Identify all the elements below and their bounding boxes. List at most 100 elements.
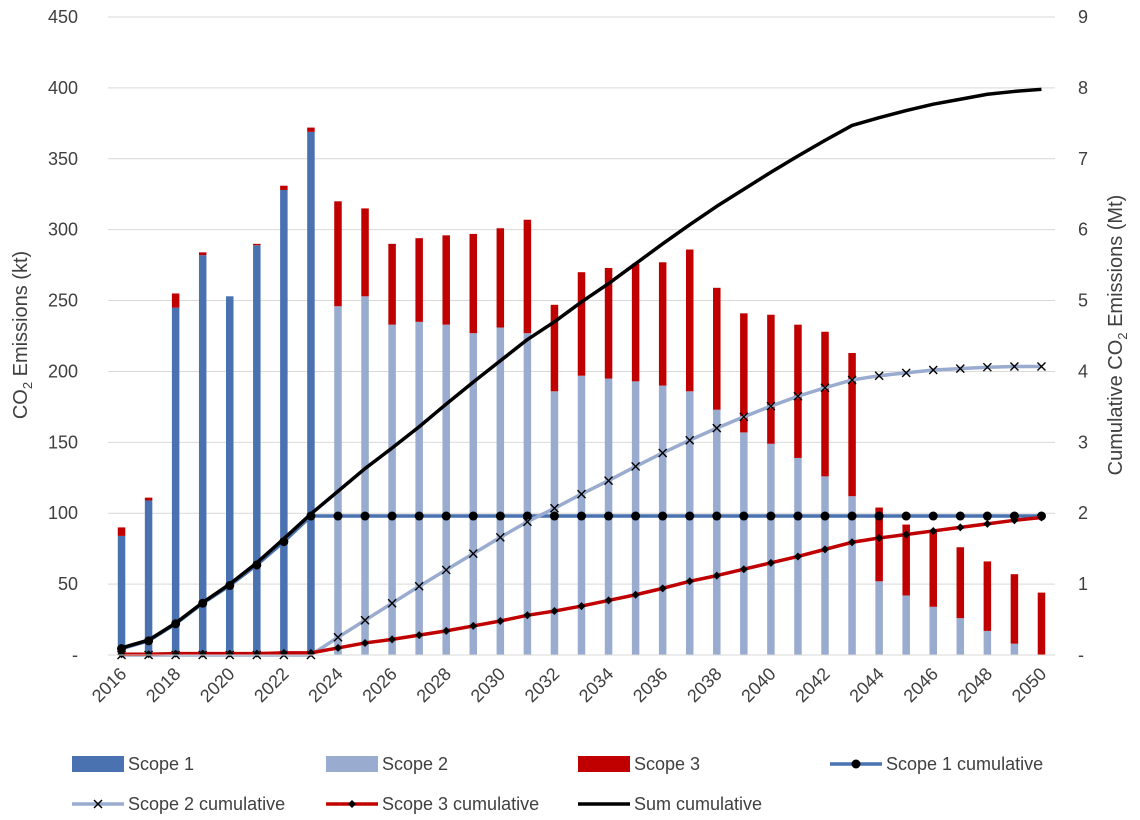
y-right-tick-label: 2 bbox=[1078, 503, 1088, 523]
bar-scope-3 bbox=[631, 263, 640, 382]
marker-scope-3-cumulative bbox=[1037, 513, 1046, 522]
marker-scope-3-cumulative bbox=[685, 577, 694, 586]
legend-label-scope-2-cumulative: Scope 2 cumulative bbox=[128, 794, 285, 814]
bar-scope-3 bbox=[496, 228, 505, 328]
right-axis-title: Cumulative CO2 Emissions (Mt) bbox=[1105, 195, 1130, 476]
marker-scope-2-cumulative bbox=[549, 503, 559, 513]
x-tick-label: 2024 bbox=[304, 664, 346, 706]
bar-scope-3 bbox=[821, 331, 829, 477]
bar-scope-1 bbox=[253, 245, 261, 656]
left-axis-title-prefix: CO bbox=[10, 389, 32, 419]
bar-scope-1 bbox=[144, 500, 153, 655]
bar-scope-3 bbox=[685, 249, 694, 392]
right-y-axis-ticks: - 1 2 3 4 5 6 7 8 9 bbox=[1078, 7, 1088, 665]
legend-label-scope-2: Scope 2 bbox=[382, 754, 448, 774]
marker-scope-1-cumulative bbox=[522, 511, 532, 521]
x-tick-label: 2016 bbox=[88, 664, 130, 706]
legend-label-scope-1-cumulative: Scope 1 cumulative bbox=[886, 754, 1043, 774]
bar-scope-3 bbox=[577, 272, 586, 376]
marker-scope-3-cumulative bbox=[225, 649, 234, 658]
marker-scope-3-cumulative bbox=[171, 649, 180, 658]
bar-scope-3 bbox=[388, 243, 396, 325]
marker-scope-3-cumulative bbox=[956, 523, 965, 532]
legend: Scope 1 Scope 2 Scope 3 Scope 1 cumulative S… bbox=[72, 754, 1043, 814]
marker-scope-2-cumulative bbox=[793, 391, 803, 401]
marker-scope-1-cumulative bbox=[955, 511, 965, 521]
bar-scope-2 bbox=[442, 324, 450, 655]
bar-scope-2 bbox=[767, 443, 775, 655]
bar-series bbox=[117, 127, 1046, 656]
marker-scope-2-cumulative bbox=[1036, 361, 1046, 371]
marker-scope-3-cumulative bbox=[848, 538, 857, 547]
marker-scope-2-cumulative bbox=[468, 549, 478, 559]
marker-scope-1-cumulative bbox=[685, 511, 695, 521]
marker-scope-3-cumulative bbox=[144, 650, 153, 659]
bar-scope-2 bbox=[956, 618, 965, 655]
bar-scope-3 bbox=[442, 235, 450, 325]
y-left-tick-label: 350 bbox=[48, 149, 78, 169]
marker-scope-3-cumulative bbox=[983, 519, 992, 528]
marker-scope-3-cumulative bbox=[712, 571, 721, 580]
marker-scope-1-cumulative bbox=[901, 511, 911, 521]
marker-scope-2-cumulative bbox=[766, 401, 776, 411]
y-left-tick-label: - bbox=[72, 645, 78, 665]
bar-scope-3 bbox=[767, 314, 775, 444]
y-right-tick-label: 8 bbox=[1078, 78, 1088, 98]
bar-scope-2 bbox=[713, 409, 721, 655]
marker-scope-1-cumulative bbox=[631, 511, 641, 521]
x-tick-label: 2018 bbox=[142, 664, 184, 706]
legend-marker-scope-1-cumulative bbox=[851, 759, 861, 769]
marker-scope-1-cumulative bbox=[333, 511, 343, 521]
bar-scope-2 bbox=[469, 333, 478, 655]
marker-scope-1-cumulative bbox=[712, 511, 722, 521]
bar-scope-3 bbox=[415, 238, 423, 322]
x-tick-label: 2034 bbox=[575, 664, 617, 706]
bar-scope-3 bbox=[902, 524, 910, 596]
marker-scope-2-cumulative bbox=[658, 448, 668, 458]
legend-swatch-scope-3 bbox=[578, 756, 630, 772]
bar-scope-2 bbox=[983, 630, 992, 655]
y-left-tick-label: 300 bbox=[48, 220, 78, 240]
marker-scope-3-cumulative bbox=[496, 616, 505, 625]
y-right-tick-label: 6 bbox=[1078, 220, 1088, 240]
marker-scope-1-cumulative bbox=[387, 511, 397, 521]
bar-scope-3 bbox=[523, 219, 532, 334]
marker-scope-2-cumulative bbox=[955, 364, 965, 374]
bar-scope-2 bbox=[334, 306, 342, 655]
bar-scope-2 bbox=[821, 476, 829, 655]
marker-scope-3-cumulative bbox=[793, 552, 802, 561]
marker-scope-3-cumulative bbox=[442, 626, 451, 635]
marker-scope-2-cumulative bbox=[604, 476, 614, 486]
x-tick-label: 2050 bbox=[1008, 664, 1050, 706]
marker-scope-2-cumulative bbox=[820, 383, 830, 393]
bar-scope-1 bbox=[171, 307, 180, 655]
y-right-tick-label: 9 bbox=[1078, 7, 1088, 27]
marker-scope-2-cumulative bbox=[577, 489, 586, 499]
marker-scope-1-cumulative bbox=[766, 511, 776, 521]
bar-scope-3 bbox=[604, 267, 613, 379]
bar-scope-3 bbox=[334, 201, 342, 307]
marker-scope-2-cumulative bbox=[631, 461, 641, 471]
bar-scope-3 bbox=[713, 287, 721, 410]
marker-scope-2-cumulative bbox=[685, 435, 695, 445]
y-right-tick-label: 5 bbox=[1078, 291, 1088, 311]
x-tick-label: 2020 bbox=[196, 664, 238, 706]
legend-marker-scope-3-cumulative bbox=[348, 800, 356, 808]
y-left-tick-label: 100 bbox=[48, 503, 78, 523]
bar-scope-3 bbox=[469, 233, 478, 334]
marker-scope-2-cumulative bbox=[712, 423, 722, 433]
marker-scope-3-cumulative bbox=[821, 545, 830, 554]
x-tick-label: 2044 bbox=[845, 664, 887, 706]
x-tick-label: 2040 bbox=[737, 664, 779, 706]
bar-scope-1 bbox=[280, 189, 288, 656]
left-axis-title: CO2 Emissions (kt) bbox=[10, 251, 35, 419]
bar-scope-1 bbox=[198, 255, 207, 656]
bar-scope-3 bbox=[117, 527, 126, 536]
bar-scope-3 bbox=[983, 561, 992, 631]
bar-scope-2 bbox=[361, 296, 369, 655]
bar-scope-2 bbox=[1010, 643, 1019, 655]
bar-scope-1 bbox=[307, 131, 315, 656]
bar-scope-3 bbox=[1037, 592, 1046, 655]
y-left-tick-label: 150 bbox=[48, 432, 78, 452]
